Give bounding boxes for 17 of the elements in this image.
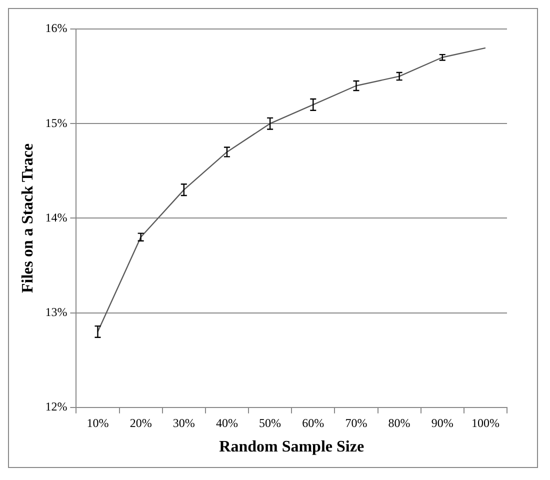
x-tick-label: 50%	[259, 416, 282, 430]
y-tick-label: 14%	[45, 210, 68, 224]
x-tick-label: 90%	[431, 416, 454, 430]
x-tick-label: 10%	[86, 416, 109, 430]
y-tick-label: 16%	[45, 21, 68, 36]
x-tick-label: 70%	[345, 416, 368, 430]
y-axis-title: Files on a Stack Trace	[20, 143, 37, 294]
x-tick-label: 30%	[172, 416, 195, 430]
x-tick-label: 60%	[302, 416, 324, 430]
x-tick-label: 20%	[130, 416, 152, 430]
x-tick-label: 40%	[216, 416, 238, 430]
x-tick-label: 80%	[388, 416, 410, 430]
y-tick-label: 12%	[45, 400, 68, 414]
y-tick-label: 15%	[45, 116, 68, 130]
x-axis-title: Random Sample Size	[219, 438, 364, 456]
x-tick-label: 100%	[471, 416, 500, 430]
y-tick-label: 13%	[45, 304, 68, 319]
